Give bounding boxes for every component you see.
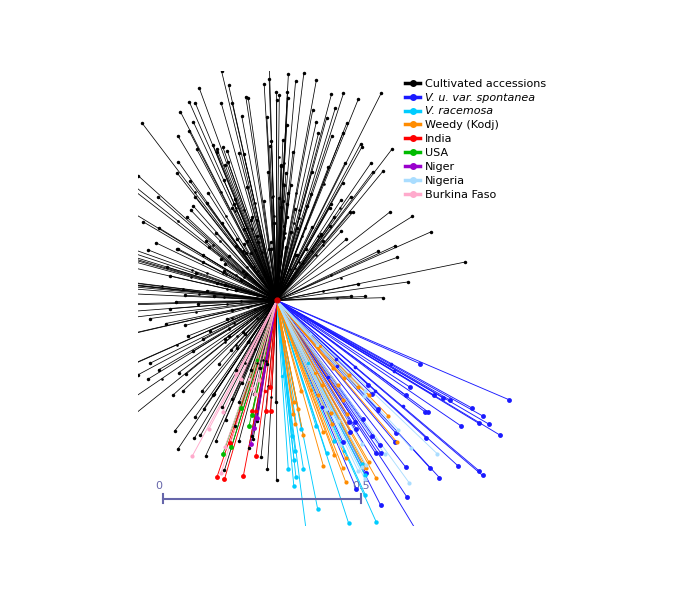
Text: 0: 0 <box>156 480 163 491</box>
Text: 0.5: 0.5 <box>352 480 370 491</box>
Legend: Cultivated accessions, V. u. var. spontanea, V. racemosa, Weedy (Kodj), India, U: Cultivated accessions, V. u. var. sponta… <box>402 76 548 202</box>
